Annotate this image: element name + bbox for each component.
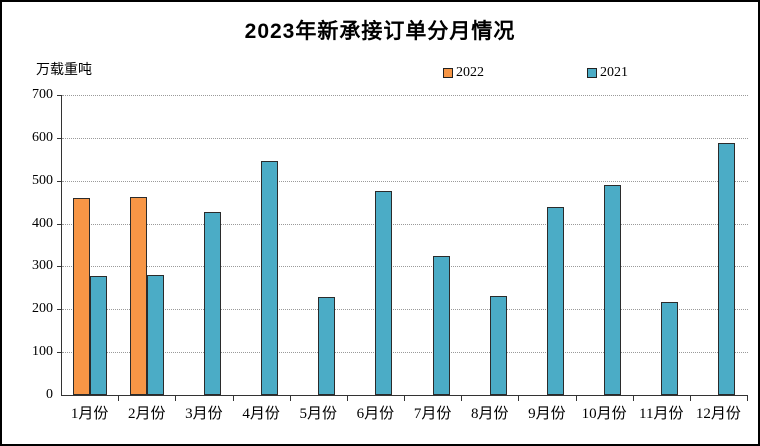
- gridline-100: [62, 352, 748, 354]
- y-tick-mark-500: [57, 180, 62, 182]
- chart-title: 2023年新承接订单分月情况: [244, 20, 516, 43]
- bar-2021-m8: [489, 296, 507, 395]
- y-tick-mark-700: [57, 95, 62, 96]
- bar-2021-m10: [604, 185, 622, 395]
- x-tick-label-m12: 12月份: [695, 406, 741, 422]
- x-tick-label-m10: 10月份: [581, 406, 627, 422]
- x-tick-label-m6: 6月份: [356, 406, 395, 422]
- bar-2021-m9: [546, 207, 564, 395]
- x-tick-label-m5: 5月份: [299, 406, 337, 422]
- x-tick-mark-m11: [689, 396, 691, 401]
- y-tick-label-0: 0: [46, 387, 53, 402]
- x-tick-label-m4: 4月份: [242, 406, 280, 422]
- x-tick-mark-m2: [175, 396, 177, 401]
- y-tick-mark-200: [57, 309, 62, 311]
- y-tick-label-400: 400: [32, 215, 53, 231]
- y-tick-label-200: 200: [32, 301, 53, 317]
- bar-2021-m11: [661, 302, 679, 395]
- legend-swatch-2022: [443, 68, 453, 78]
- y-tick-mark-100: [57, 352, 62, 354]
- y-tick-label-300: 300: [32, 258, 53, 274]
- gridline-600: [62, 137, 748, 139]
- y-tick-mark-600: [57, 137, 62, 139]
- y-tick-label-500: 500: [32, 172, 53, 188]
- bar-2022-m2: [129, 197, 147, 395]
- x-tick-label-m1: 1月份: [70, 406, 109, 422]
- x-tick-mark-m4: [289, 396, 291, 401]
- legend-item-2021: 2021: [587, 65, 628, 81]
- bar-2022-m1: [72, 198, 90, 395]
- gridline-300: [62, 266, 748, 268]
- x-tick-label-m11: 11月份: [639, 406, 684, 422]
- x-tick-label-m3: 3月份: [185, 406, 223, 422]
- x-tick-mark-m6: [404, 396, 405, 401]
- x-axis-tick-labels: 1月份 2月份 3月份 4月份 5月份 6月份 7月份 8月份 9月份 10月份 11月份 12月份: [61, 402, 747, 424]
- bar-2021-m4: [261, 161, 279, 395]
- y-axis-unit-label: 万载重吨: [36, 63, 92, 78]
- x-tick-mark-m5: [346, 396, 348, 401]
- y-tick-label-100: 100: [32, 344, 53, 360]
- x-tick-mark-m1: [118, 396, 120, 401]
- bar-2021-m5: [318, 297, 336, 395]
- legend-swatch-2021: [587, 68, 597, 78]
- legend-label-2021: 2021: [600, 65, 628, 80]
- bar-2021-m3: [203, 212, 221, 395]
- bar-2021-m12: [718, 143, 736, 395]
- y-tick-mark-300: [57, 266, 62, 268]
- gridline-400: [62, 223, 748, 225]
- y-tick-label-600: 600: [32, 129, 53, 145]
- y-axis-tick-labels: 0 100 200 300 400 500 600 700: [2, 2, 53, 444]
- x-tick-mark-m8: [518, 396, 520, 401]
- legend-item-2022: 2022: [443, 65, 484, 81]
- y-tick-label-700: 700: [32, 87, 53, 102]
- x-tick-mark-m10: [632, 396, 634, 401]
- gridline-700: [62, 95, 748, 96]
- bar-2021-m2: [146, 275, 164, 395]
- gridline-200: [62, 309, 748, 311]
- x-tick-label-m8: 8月份: [470, 406, 509, 422]
- x-tick-label-m2: 2月份: [127, 406, 166, 422]
- bar-2021-m7: [432, 256, 450, 395]
- gridline-500: [62, 180, 748, 182]
- x-tick-mark-m7: [461, 396, 463, 401]
- x-tick-mark-m3: [232, 396, 234, 401]
- y-tick-mark-400: [57, 223, 62, 225]
- legend: 2022 2021: [443, 65, 628, 81]
- legend-label-2022: 2022: [456, 65, 484, 80]
- bar-2021-m1: [89, 276, 107, 395]
- x-tick-label-m9: 9月份: [528, 406, 566, 422]
- plot-area: [57, 95, 748, 401]
- x-tick-label-m7: 7月份: [413, 406, 452, 422]
- x-tick-mark-m9: [575, 396, 577, 401]
- bar-2021-m6: [375, 191, 393, 395]
- x-tick-mark-m12: [747, 396, 748, 401]
